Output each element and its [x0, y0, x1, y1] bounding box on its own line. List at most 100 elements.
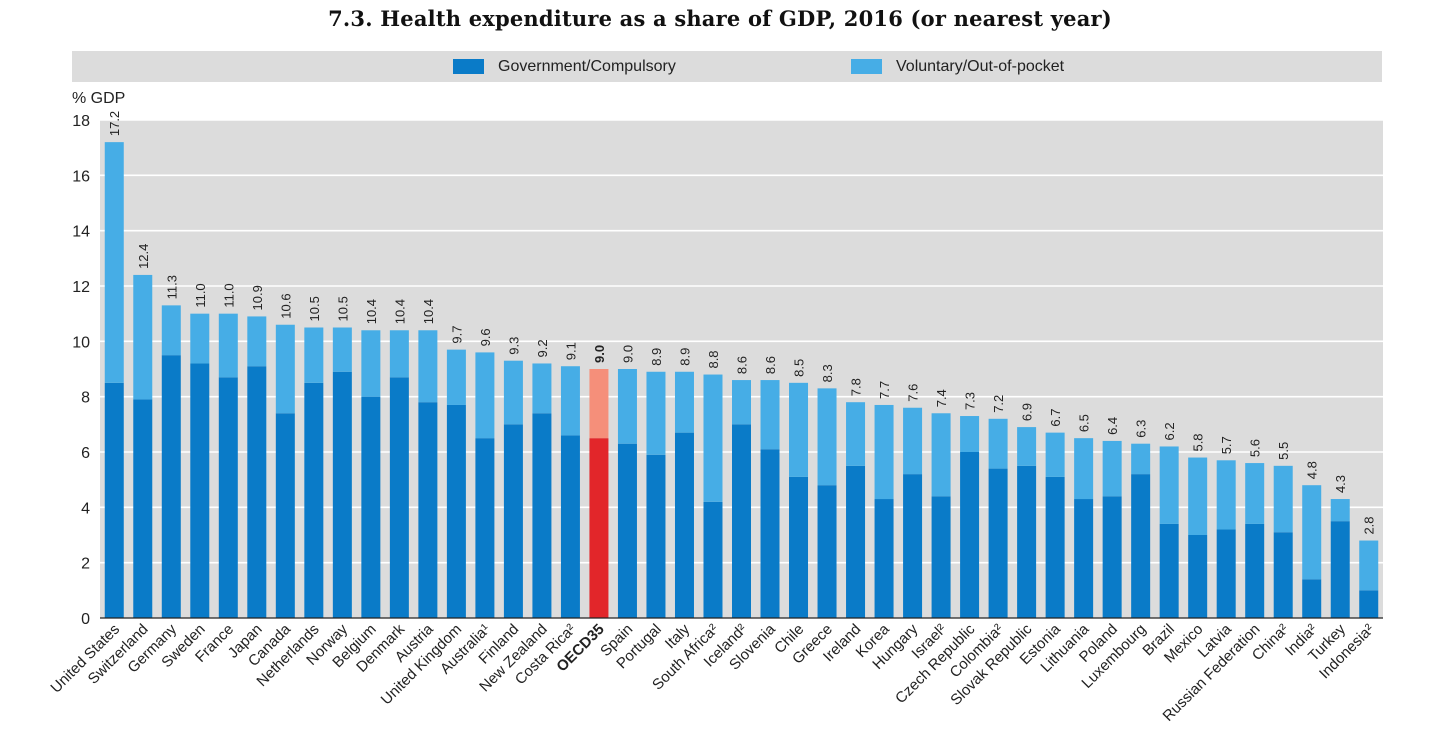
data-label: 10.5: [335, 296, 350, 321]
data-label: 17.2: [107, 111, 122, 136]
bar-gov-25: [817, 485, 837, 618]
data-label: 9.6: [478, 328, 493, 346]
bar-vol-40: [1245, 463, 1265, 524]
bar-vol-38: [1188, 457, 1208, 535]
bar-gov-6: [275, 413, 295, 618]
bar-vol-5: [247, 316, 267, 367]
bar-vol-3: [190, 313, 210, 364]
bar-gov-28: [903, 474, 923, 618]
data-label: 5.5: [1276, 442, 1291, 460]
data-label: 7.6: [906, 384, 921, 402]
data-label: 6.7: [1048, 409, 1063, 427]
bar-vol-12: [446, 349, 466, 405]
bar-gov-39: [1216, 529, 1236, 618]
bar-vol-31: [988, 418, 1008, 469]
data-label: 6.9: [1020, 403, 1035, 421]
data-label: 5.7: [1219, 436, 1234, 454]
bar-gov-15: [532, 413, 552, 618]
bar-vol-36: [1131, 443, 1151, 475]
bar-gov-24: [789, 476, 809, 618]
bar-gov-10: [389, 377, 409, 618]
data-label: 7.3: [963, 392, 978, 410]
chart-title: 7.3. Health expenditure as a share of GD…: [328, 6, 1112, 31]
bar-vol-10: [389, 330, 409, 378]
bar-gov-38: [1188, 535, 1208, 618]
bar-gov-36: [1131, 474, 1151, 618]
legend-item-gov: Government/Compulsory: [453, 51, 676, 82]
legend-swatch-vol: [851, 59, 882, 74]
bar-gov-22: [732, 424, 751, 618]
data-label: 10.4: [421, 299, 436, 324]
data-label: 9.0: [592, 345, 607, 363]
bar-gov-13: [475, 438, 495, 618]
bar-gov-8: [332, 371, 352, 618]
bar-gov-18: [617, 443, 637, 618]
bar-vol-0: [104, 142, 124, 383]
bar-gov-44: [1359, 590, 1379, 618]
bar-vol-21: [703, 374, 723, 502]
bar-vol-32: [1017, 427, 1037, 466]
bar-vol-4: [218, 313, 238, 378]
bar-vol-30: [960, 416, 980, 452]
bar-vol-6: [275, 324, 295, 414]
data-label: 9.0: [620, 345, 635, 363]
bar-vol-41: [1273, 465, 1293, 533]
data-label: 9.2: [535, 339, 550, 357]
bar-gov-42: [1302, 579, 1322, 618]
data-label: 7.8: [849, 378, 864, 396]
data-label: 10.4: [364, 299, 379, 324]
bar-vol-42: [1302, 485, 1322, 580]
bar-vol-8: [332, 327, 352, 372]
y-tick-label: 18: [72, 113, 90, 130]
bar-vol-17: [589, 369, 609, 439]
bar-vol-22: [732, 380, 751, 425]
legend-item-vol: Voluntary/Out-of-pocket: [851, 51, 1064, 82]
data-label: 11.0: [221, 283, 236, 307]
data-label: 8.6: [735, 356, 750, 374]
bar-vol-27: [874, 404, 894, 500]
bar-vol-2: [161, 305, 181, 356]
bar-gov-37: [1159, 523, 1179, 618]
y-axis-label: % GDP: [72, 90, 126, 107]
data-label: 8.3: [820, 364, 835, 382]
bar-gov-29: [931, 496, 951, 618]
bar-gov-34: [1074, 499, 1094, 618]
data-label: 10.5: [307, 296, 322, 321]
data-label: 9.7: [449, 326, 464, 344]
bar-vol-29: [931, 413, 951, 497]
data-label: 7.7: [877, 381, 892, 399]
y-tick-label: 16: [72, 168, 90, 185]
bar-gov-12: [446, 404, 466, 618]
bar-vol-25: [817, 388, 837, 486]
data-label: 5.8: [1191, 433, 1206, 451]
data-label: 8.5: [792, 359, 807, 377]
bar-gov-26: [846, 465, 866, 618]
bar-gov-20: [674, 432, 694, 618]
bar-gov-17: [589, 438, 609, 618]
bar-gov-11: [418, 402, 438, 618]
bar-vol-16: [560, 366, 580, 436]
data-label: 11.0: [193, 283, 208, 307]
bar-gov-23: [760, 449, 780, 618]
bar-gov-43: [1330, 521, 1350, 618]
bar-gov-1: [133, 399, 153, 618]
data-label: 6.5: [1077, 414, 1092, 432]
y-tick-label: 12: [72, 279, 90, 296]
data-label: 6.3: [1134, 420, 1149, 438]
bar-gov-19: [646, 454, 666, 618]
y-tick-label: 14: [72, 224, 90, 241]
data-label: 12.4: [136, 244, 151, 269]
legend-swatch-gov: [453, 59, 484, 74]
data-label: 11.3: [164, 275, 179, 299]
data-label: 4.8: [1305, 461, 1320, 479]
bar-gov-40: [1245, 523, 1265, 618]
y-tick-label: 6: [81, 445, 90, 462]
y-tick-label: 4: [81, 500, 90, 517]
bar-vol-39: [1216, 460, 1236, 530]
bar-vol-44: [1359, 540, 1379, 591]
bar-vol-24: [789, 382, 809, 477]
bar-vol-28: [903, 407, 923, 475]
bar-vol-15: [532, 363, 552, 414]
bar-gov-27: [874, 499, 894, 618]
